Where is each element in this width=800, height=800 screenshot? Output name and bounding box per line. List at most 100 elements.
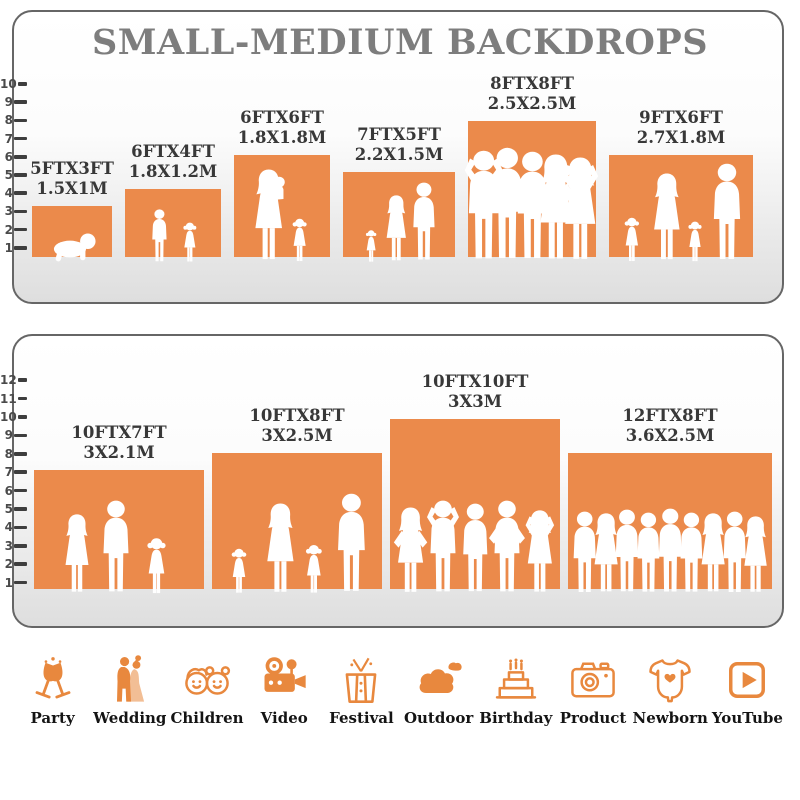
person-silhouette-icon (392, 507, 429, 595)
person-silhouette-icon (382, 195, 411, 263)
person-silhouette-icon (674, 512, 709, 595)
axis-tick-label: 10 (0, 410, 17, 424)
axis-tick-mark (14, 433, 27, 438)
size-m-label: 3X2.1M (83, 442, 155, 462)
size-ft-label: 12FTX8FT (622, 406, 718, 425)
person-silhouette-icon (589, 513, 623, 595)
category-item-product: Product (554, 654, 631, 727)
axis-tick-mark (14, 155, 27, 159)
backdrop-size-label: 7FTX5FT 2.2X1.5M (355, 125, 443, 165)
axis-tick-mark (14, 173, 27, 177)
backdrop-size-label: 12FTX8FT 3.6X2.5M (622, 406, 717, 446)
axis-tick-mark (14, 100, 27, 104)
backdrop-block-5ftx3ft (32, 206, 112, 262)
axis-tick-mark (14, 525, 27, 530)
axis-tick-label: 6 (4, 149, 13, 164)
size-m-label: 3.6X2.5M (625, 425, 715, 445)
axis-tick-label: 11 (0, 391, 17, 406)
size-ft-label: 8FTX8FT (490, 74, 574, 93)
category-label: Product (559, 709, 627, 727)
person-silhouette-icon (522, 510, 558, 595)
page-title: SMALL-MEDIUM BACKDROPS (91, 22, 709, 63)
axis-tick-2: 2 (0, 558, 27, 570)
backdrop-size-label: 6FTX4FT 1.8X1.2M (129, 142, 217, 182)
person-silhouette-icon (487, 500, 527, 595)
category-item-newborn: Newborn (632, 654, 709, 727)
size-m-label: 1.8X1.8M (237, 127, 327, 147)
category-label: Outdoor (403, 709, 474, 727)
axis-tick-label: 9 (4, 95, 13, 110)
axis-tick-label: 3 (4, 204, 13, 219)
person-silhouette-icon (261, 502, 300, 595)
axis-tick-5: 5 (0, 168, 27, 182)
axis-tick-10: 10 (0, 77, 27, 91)
axis-tick-label: 8 (4, 446, 13, 461)
category-label: Festival (329, 709, 394, 727)
person-silhouette-icon (739, 516, 772, 595)
category-item-video: Video (246, 654, 323, 727)
axis-tick-label: 6 (4, 483, 13, 498)
size-m-label: 1.8X1.2M (128, 161, 218, 181)
axis-tick-8: 8 (0, 446, 27, 461)
size-ft-label: 5FTX3FT (30, 159, 114, 178)
axis-tick-12: 12 (0, 374, 27, 386)
size-ft-label: 6FTX4FT (131, 142, 215, 161)
person-silhouette-icon (423, 500, 463, 595)
person-silhouette-icon (706, 163, 748, 263)
category-row: Party Wedding Children Video Festival Outdoor… (14, 654, 786, 727)
person-silhouette-icon (290, 217, 309, 263)
birthday-icon (490, 654, 542, 706)
axis-tick-label: 1 (4, 240, 13, 255)
axis-tick-label: 5 (4, 502, 13, 516)
category-item-festival: Festival (323, 654, 400, 727)
axis-tick-4: 4 (0, 187, 27, 199)
person-silhouette-icon (648, 173, 686, 263)
axis-tick-7: 7 (0, 131, 27, 146)
person-silhouette-icon (558, 157, 603, 263)
person-silhouette-icon (303, 543, 325, 595)
size-m-label: 2.2X1.5M (354, 144, 444, 164)
axis-tick-mark (14, 246, 27, 250)
axis-tick-label: 10 (0, 77, 17, 91)
person-silhouette-icon (631, 512, 666, 595)
axis-tick-1: 1 (0, 240, 27, 255)
axis-tick-mark (14, 544, 27, 548)
axis-tick-mark (14, 227, 27, 232)
person-silhouette-icon (407, 182, 441, 263)
size-m-label: 2.7X1.8M (636, 127, 726, 147)
axis-tick-label: 9 (4, 428, 13, 443)
axis-tick-mark (14, 488, 27, 493)
axis-tick-5: 5 (0, 502, 27, 516)
video-icon (258, 654, 310, 706)
axis-tick-mark (14, 470, 27, 474)
axis-tick-mark (14, 452, 27, 456)
backdrop-block-8ftx8ft (464, 121, 599, 259)
axis-tick-mark (17, 378, 27, 382)
backdrop-size-label: 8FTX8FT 2.5X2.5M (488, 74, 576, 114)
category-label: Children (170, 709, 244, 727)
axis-tick-mark (14, 507, 27, 511)
person-silhouette-icon (717, 511, 752, 595)
axis-tick-2: 2 (0, 224, 27, 236)
category-label: Birthday (479, 709, 553, 727)
backdrop-size-label: 6FTX6FT 1.8X1.8M (238, 108, 326, 148)
axis-tick-mark (14, 136, 27, 141)
backdrop-block-7ftx5ft (343, 172, 455, 262)
person-silhouette-icon (609, 509, 645, 595)
backdrop-size-label: 10FTX7FT 3X2.1M (71, 423, 166, 463)
axis-tick-label: 3 (4, 538, 13, 553)
person-silhouette-icon (96, 500, 136, 595)
category-item-party: Party (14, 654, 91, 727)
person-silhouette-icon (229, 547, 249, 595)
axis-tick-mark (17, 82, 27, 86)
axis-tick-11: 11 (0, 391, 27, 406)
youtube-icon (721, 654, 773, 706)
axis-tick-label: 8 (4, 113, 13, 128)
category-label: Newborn (632, 709, 708, 727)
person-silhouette-icon (460, 150, 507, 263)
category-label: YouTube (711, 709, 783, 727)
axis-tick-label: 5 (4, 168, 13, 182)
person-silhouette-icon (696, 513, 730, 595)
axis-tick-label: 7 (4, 131, 13, 146)
axis-tick-mark (14, 209, 27, 214)
